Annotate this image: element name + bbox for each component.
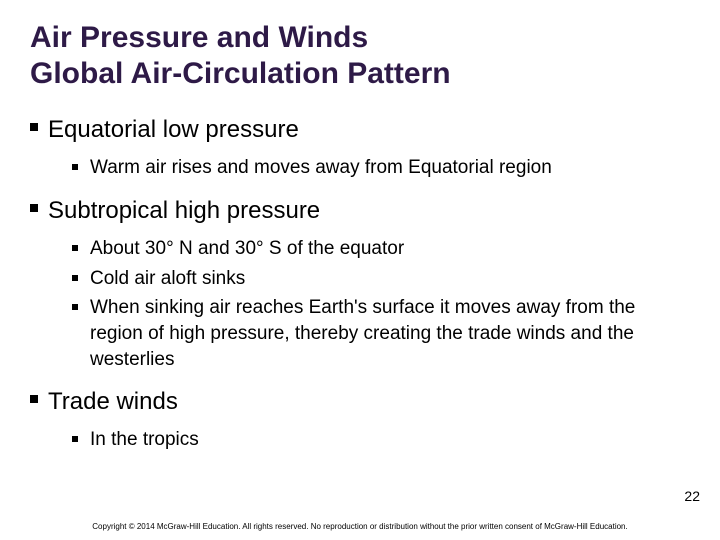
section-heading: Equatorial low pressure	[48, 114, 690, 145]
item-text: Warm air rises and moves away from Equat…	[90, 155, 690, 181]
bullet-icon	[72, 164, 78, 170]
item-text: Cold air aloft sinks	[90, 266, 690, 292]
list-item: Warm air rises and moves away from Equat…	[90, 155, 690, 181]
copyright-text: Copyright © 2014 McGraw-Hill Education. …	[0, 522, 720, 532]
bullet-icon	[30, 204, 38, 212]
content-list: Equatorial low pressure Warm air rises a…	[30, 114, 690, 453]
item-text: In the tropics	[90, 427, 690, 453]
page-number: 22	[684, 488, 700, 504]
bullet-icon	[30, 395, 38, 403]
bullet-icon	[72, 304, 78, 310]
item-text: About 30° N and 30° S of the equator	[90, 236, 690, 262]
bullet-icon	[72, 436, 78, 442]
title-line-2: Global Air-Circulation Pattern	[30, 57, 451, 90]
section-tradewinds: Trade winds In the tropics	[48, 386, 690, 453]
sub-list: About 30° N and 30° S of the equator Col…	[48, 236, 690, 372]
section-equatorial: Equatorial low pressure Warm air rises a…	[48, 114, 690, 181]
section-heading: Subtropical high pressure	[48, 195, 690, 226]
list-item: Cold air aloft sinks	[90, 266, 690, 292]
title-line-1: Air Pressure and Winds	[30, 21, 368, 54]
section-heading: Trade winds	[48, 386, 690, 417]
bullet-icon	[72, 245, 78, 251]
list-item: In the tropics	[90, 427, 690, 453]
list-item: About 30° N and 30° S of the equator	[90, 236, 690, 262]
slide-title: Air Pressure and Winds Global Air-Circul…	[30, 20, 690, 92]
list-item: When sinking air reaches Earth's surface…	[90, 295, 690, 372]
item-text: When sinking air reaches Earth's surface…	[90, 295, 690, 372]
bullet-icon	[30, 123, 38, 131]
section-subtropical: Subtropical high pressure About 30° N an…	[48, 195, 690, 372]
bullet-icon	[72, 275, 78, 281]
sub-list: In the tropics	[48, 427, 690, 453]
sub-list: Warm air rises and moves away from Equat…	[48, 155, 690, 181]
